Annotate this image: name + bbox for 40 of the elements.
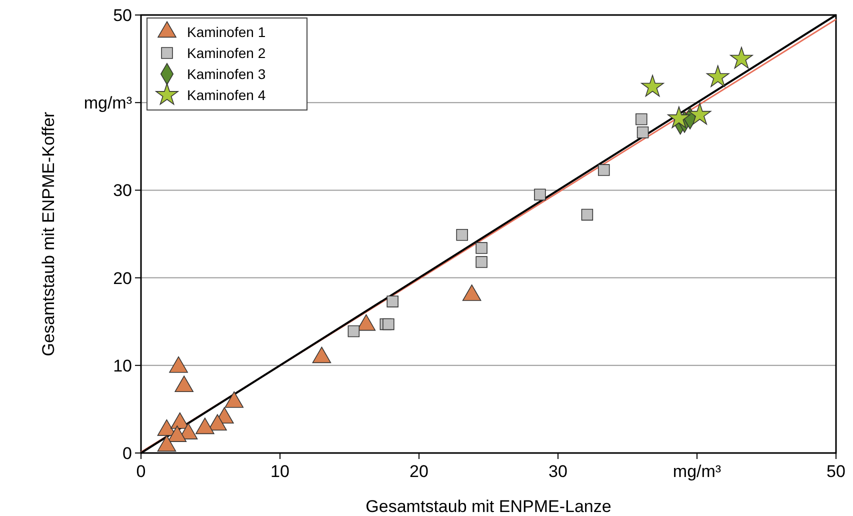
legend-label: Kaminofen 3: [187, 66, 266, 82]
x-tick-label: 0: [136, 462, 146, 481]
point: [668, 106, 690, 128]
point: [636, 113, 648, 126]
point: [168, 426, 187, 442]
y-tick-label: mg/m³: [84, 94, 132, 113]
point: [169, 356, 188, 373]
point: [174, 376, 194, 392]
y-axis-title: Gesamtstaub mit ENPME-Koffer: [39, 111, 58, 356]
point: [208, 414, 227, 431]
x-tick-label: 20: [410, 462, 428, 481]
point: [706, 65, 730, 87]
point: [312, 346, 332, 364]
point: [636, 126, 649, 138]
point: [462, 284, 482, 301]
x-axis-title: Gesamtstaub mit ENPME-Lanze: [366, 497, 612, 516]
y-tick-label: 20: [113, 268, 132, 288]
y-tick-label: 50: [113, 6, 132, 25]
x-tick-label: 30: [548, 462, 568, 481]
point: [598, 164, 610, 176]
x-tick-label: 10: [270, 462, 290, 481]
legend-label: Kaminofen 1: [187, 24, 266, 40]
point: [476, 242, 488, 254]
point: [730, 46, 753, 69]
y-tick-label: 10: [113, 356, 132, 376]
x-tick-label: mg/m³: [672, 462, 722, 481]
point: [196, 418, 214, 434]
point: [476, 256, 488, 268]
y-tick-label: 0: [122, 444, 132, 463]
point: [534, 188, 546, 200]
legend-label: Kaminofen 2: [187, 45, 266, 61]
point: [157, 435, 176, 452]
x-tick-label: 50: [826, 462, 846, 481]
point: [581, 208, 594, 221]
legend-label: Kaminofen 4: [187, 87, 266, 103]
point: [456, 229, 468, 241]
point: [688, 102, 712, 125]
point: [224, 391, 244, 408]
point: [641, 74, 664, 97]
y-tick-label: 30: [113, 181, 132, 200]
